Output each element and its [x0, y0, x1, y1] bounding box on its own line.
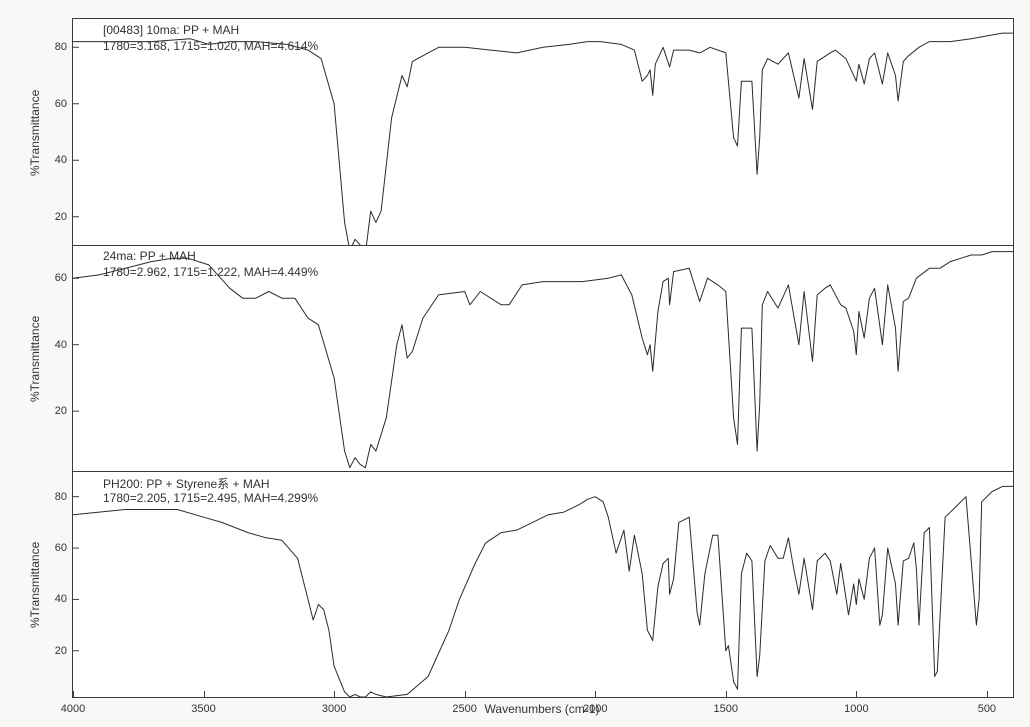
y-axis-label: %Transmittance [28, 542, 42, 628]
x-tick [856, 691, 857, 697]
panel-title: [00483] 10ma: PP + MAH [103, 23, 239, 37]
y-tick-label: 20 [37, 645, 67, 657]
chart-frame: 20406080[00483] 10ma: PP + MAH1780=3.168… [72, 18, 1014, 698]
panel-subtitle: 1780=2.962, 1715=1.222, MAH=4.449% [103, 265, 318, 279]
panel-title: 24ma: PP + MAH [103, 249, 196, 263]
y-tick-label: 60 [37, 272, 67, 284]
y-tick-label: 80 [37, 491, 67, 503]
x-tick [987, 691, 988, 697]
y-tick-label: 20 [37, 405, 67, 417]
y-axis-label: %Transmittance [28, 90, 42, 176]
panel-subtitle: 1780=2.205, 1715=2.495, MAH=4.299% [103, 491, 318, 505]
panel-1: [00483] 10ma: PP + MAH 1780=3.168, 1715=1… [73, 19, 1013, 245]
x-tick [726, 691, 727, 697]
x-axis-label: Wavenumbers (cm-1) [72, 702, 1012, 716]
x-tick [73, 691, 74, 697]
x-tick [465, 691, 466, 697]
y-axis-label: %Transmittance [28, 316, 42, 402]
y-tick-label: 20 [37, 211, 67, 223]
x-tick [595, 691, 596, 697]
panel-title: PH200: PP + Styrene系 + MAH [103, 475, 270, 492]
panel-subtitle: 1780=3.168, 1715=1.020, MAH=4.614% [103, 39, 318, 53]
x-tick [204, 691, 205, 697]
x-tick [334, 691, 335, 697]
y-tick-label: 80 [37, 41, 67, 53]
page: 20406080[00483] 10ma: PP + MAH1780=3.168… [0, 0, 1030, 727]
panel-2: 24ma: PP + MAH 1780=2.962, 1715=1.222, MA… [73, 245, 1013, 471]
panel-3: PH200: PP + Styrene系 + MAH1780=2.205, 17… [73, 471, 1013, 697]
